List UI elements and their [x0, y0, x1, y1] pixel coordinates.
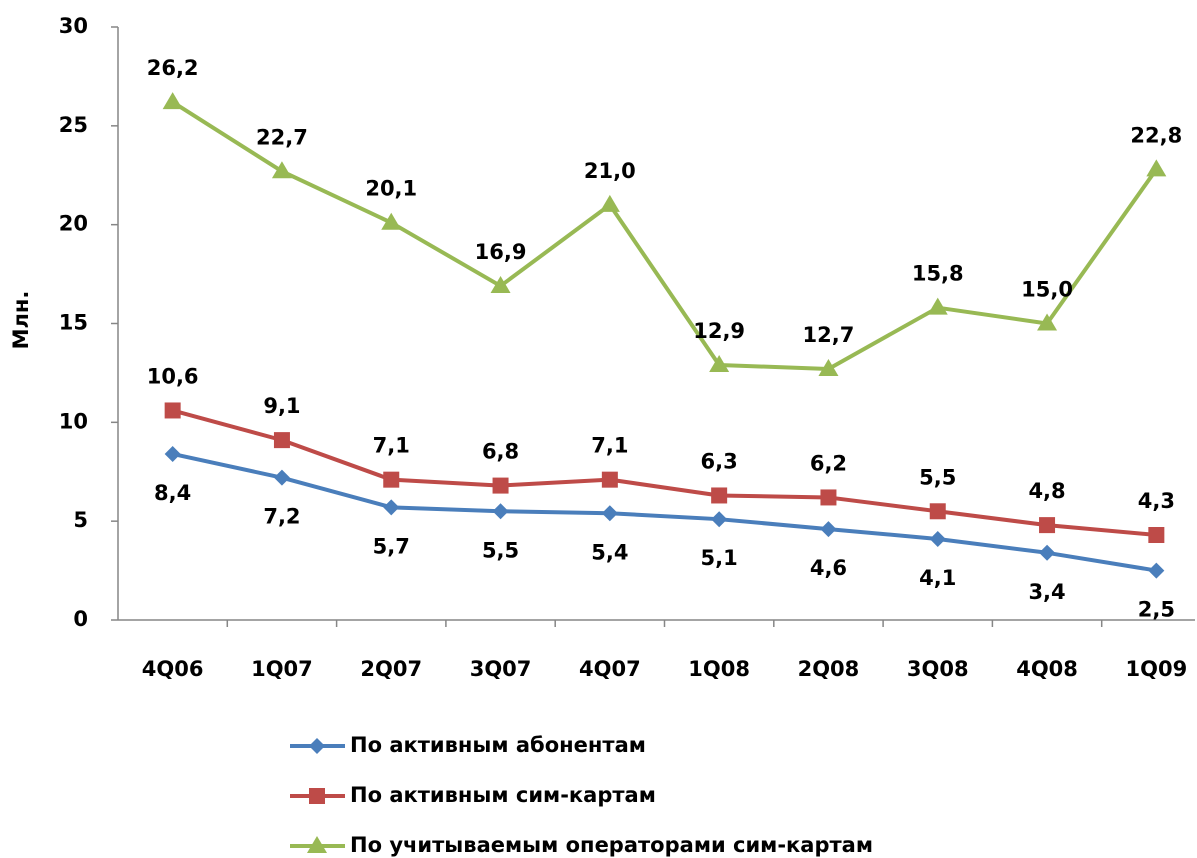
- marker: [711, 511, 728, 528]
- data-label: 6,8: [482, 440, 519, 464]
- x-tick-label: 1Q07: [251, 657, 313, 681]
- legend-label: По активным абонентам: [350, 733, 646, 757]
- marker: [599, 194, 620, 212]
- data-label: 12,7: [803, 323, 855, 347]
- marker: [490, 275, 511, 293]
- data-label: 6,2: [810, 451, 847, 475]
- marker: [818, 358, 839, 376]
- data-label: 4,1: [919, 566, 956, 590]
- marker: [711, 487, 728, 504]
- data-label: 21,0: [584, 159, 636, 183]
- data-label: 8,4: [154, 481, 191, 505]
- marker: [164, 445, 181, 462]
- series-line: [171, 100, 1158, 371]
- data-label: 22,8: [1130, 123, 1182, 147]
- y-tick-label: 25: [59, 113, 88, 137]
- y-tick-label: 20: [59, 212, 88, 236]
- data-label: 4,3: [1138, 489, 1175, 513]
- data-label: 6,3: [701, 449, 738, 473]
- marker: [273, 469, 290, 486]
- data-label: 12,9: [693, 319, 745, 343]
- legend-label: По активным сим-картам: [350, 783, 656, 807]
- marker: [820, 489, 837, 506]
- data-label: 9,1: [263, 394, 300, 418]
- marker: [820, 521, 837, 538]
- marker: [162, 92, 183, 110]
- marker: [1148, 527, 1165, 544]
- y-tick-label: 15: [59, 311, 88, 335]
- series-line: [172, 408, 1157, 537]
- marker: [164, 402, 181, 419]
- x-tick-label: 2Q08: [798, 657, 860, 681]
- x-tick-label: 1Q08: [688, 657, 750, 681]
- data-label: 7,1: [591, 434, 628, 458]
- data-label: 4,8: [1028, 479, 1065, 503]
- series-line: [172, 452, 1157, 573]
- data-label: 5,7: [373, 534, 410, 558]
- data-label: 5,4: [591, 540, 628, 564]
- data-label: 5,1: [701, 546, 738, 570]
- marker: [1146, 159, 1167, 177]
- marker: [307, 836, 327, 853]
- data-label: 10,6: [147, 364, 199, 388]
- data-label: 4,6: [810, 556, 847, 580]
- data-label: 15,8: [912, 262, 964, 286]
- marker: [1148, 562, 1165, 579]
- marker: [1037, 313, 1058, 331]
- data-label: 26,2: [147, 56, 199, 80]
- marker: [1039, 544, 1056, 561]
- data-label: 5,5: [919, 465, 956, 489]
- data-label: 7,2: [263, 505, 300, 529]
- x-tick-label: 4Q06: [142, 657, 204, 681]
- data-label: 7,1: [373, 434, 410, 458]
- marker: [309, 738, 325, 754]
- y-tick-label: 0: [73, 607, 88, 631]
- marker: [929, 530, 946, 547]
- marker: [929, 503, 946, 520]
- marker: [1039, 517, 1056, 534]
- data-label: 20,1: [365, 177, 417, 201]
- y-tick-label: 30: [59, 14, 88, 38]
- data-label: 22,7: [256, 125, 308, 149]
- y-tick-label: 10: [59, 409, 88, 433]
- legend-label: По учитываемым операторами сим-картам: [350, 833, 873, 857]
- marker: [381, 212, 402, 230]
- x-tick-label: 4Q07: [579, 657, 641, 681]
- data-label: 16,9: [475, 240, 527, 264]
- data-label: 15,0: [1021, 278, 1073, 302]
- data-label: 3,4: [1028, 580, 1065, 604]
- x-tick-label: 1Q09: [1126, 657, 1188, 681]
- data-label: 2,5: [1138, 598, 1175, 622]
- marker: [383, 499, 400, 516]
- x-tick-label: 4Q08: [1016, 657, 1078, 681]
- marker: [273, 432, 290, 449]
- marker: [383, 471, 400, 488]
- x-tick-label: 3Q08: [907, 657, 969, 681]
- x-tick-label: 3Q07: [470, 657, 532, 681]
- marker: [309, 788, 325, 804]
- marker: [927, 297, 948, 315]
- y-tick-label: 5: [73, 508, 88, 532]
- marker: [601, 471, 618, 488]
- marker: [492, 477, 509, 494]
- marker: [709, 355, 730, 373]
- data-label: 5,5: [482, 538, 519, 562]
- marker: [492, 503, 509, 520]
- x-tick-label: 2Q07: [360, 657, 422, 681]
- marker: [601, 505, 618, 522]
- y-axis-label: Млн.: [9, 291, 33, 350]
- marker: [271, 161, 292, 179]
